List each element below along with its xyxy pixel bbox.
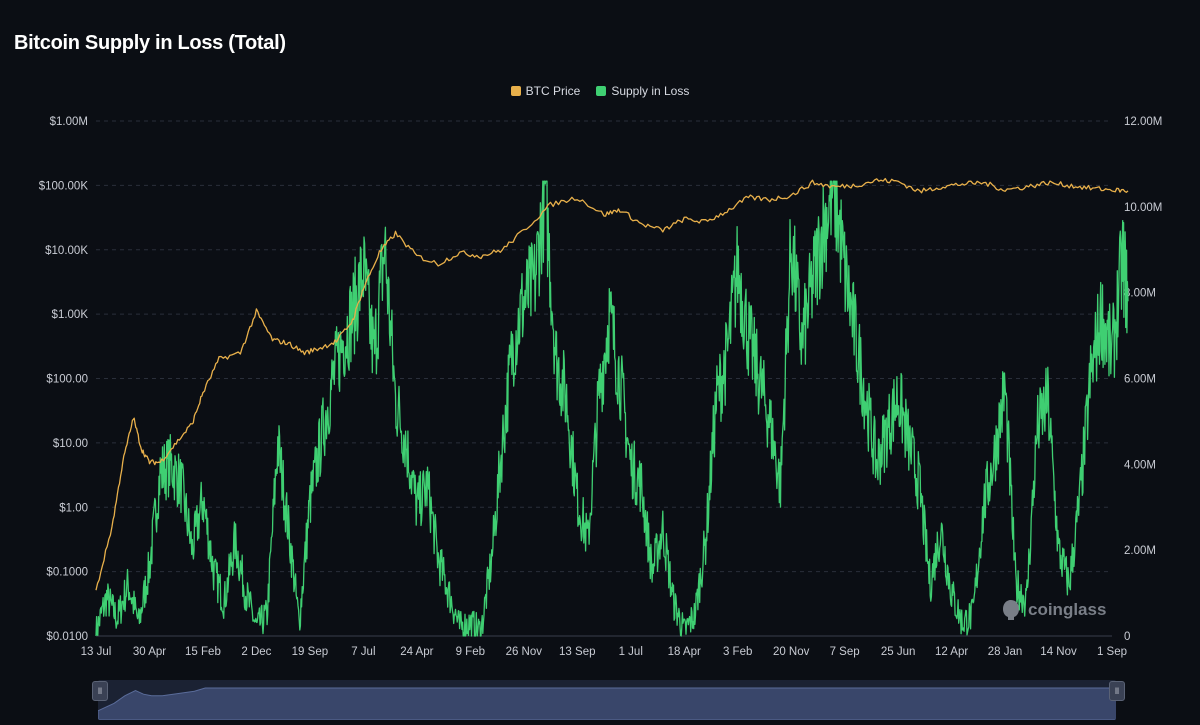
x-axis-tick-label: 12 Apr <box>935 646 968 658</box>
x-axis-tick-label: 14 Nov <box>1040 646 1077 658</box>
navigator-right-handle[interactable]: ll <box>1109 681 1125 701</box>
legend-item-btc-price[interactable]: BTC Price <box>510 84 581 98</box>
left-axis-tick-label: $100.00 <box>46 374 88 386</box>
right-axis-tick-label: 6.00M <box>1124 374 1156 386</box>
x-axis-tick-label: 15 Feb <box>185 646 221 658</box>
supply-in-loss-line <box>95 180 1129 637</box>
x-axis-ticks: 13 Jul 30 Apr 15 Feb 2 Dec 19 Sep 7 Jul 24 Apr… <box>81 646 1127 658</box>
legend-label-supply-in-loss: Supply in Loss <box>611 84 690 98</box>
left-axis-tick-label: $0.0100 <box>46 631 88 643</box>
x-axis-tick-label: 28 Jan <box>988 646 1023 658</box>
x-axis-tick-label: 18 Apr <box>668 646 701 658</box>
x-axis-tick-label: 13 Sep <box>559 646 595 658</box>
right-axis-tick-label: 2.00M <box>1124 545 1156 557</box>
x-axis-tick-label: 26 Nov <box>506 646 543 658</box>
left-axis-tick-label: $1.00M <box>50 116 88 128</box>
x-axis-tick-label: 7 Jul <box>351 646 375 658</box>
x-axis-tick-label: 9 Feb <box>456 646 485 658</box>
legend-swatch-supply-in-loss <box>596 86 607 96</box>
left-axis-ticks: $1.00M $100.00K $10.00K $1.00K $100.00 $10.00… <box>39 116 89 643</box>
right-axis-tick-label: 0 <box>1124 631 1130 643</box>
x-axis-tick-label: 19 Sep <box>292 646 328 658</box>
right-axis-tick-label: 12.00M <box>1124 116 1162 128</box>
x-axis-tick-label: 24 Apr <box>400 646 433 658</box>
x-axis-tick-label: 1 Jul <box>619 646 643 658</box>
right-axis-tick-label: 4.00M <box>1124 459 1156 471</box>
left-axis-tick-label: $10.00 <box>53 438 88 450</box>
navigator-preview <box>98 687 1116 720</box>
left-axis-tick-label: $100.00K <box>39 180 89 192</box>
x-axis-tick-label: 13 Jul <box>81 646 112 658</box>
btc-price-series <box>95 177 1129 591</box>
navigator-area <box>98 687 1116 720</box>
left-axis-tick-label: $10.00K <box>45 245 88 257</box>
coinglass-logo-icon <box>1003 600 1019 620</box>
right-axis-tick-label: 10.00M <box>1124 202 1162 214</box>
x-axis-tick-label: 1 Sep <box>1097 646 1127 658</box>
x-axis-tick-label: 3 Feb <box>723 646 752 658</box>
watermark: coinglass <box>1000 598 1106 622</box>
x-axis-tick-label: 25 Jun <box>881 646 916 658</box>
x-axis-tick-label: 7 Sep <box>830 646 860 658</box>
legend-label-btc-price: BTC Price <box>525 84 581 98</box>
x-axis-tick-label: 20 Nov <box>773 646 810 658</box>
navigator-left-handle[interactable]: ll <box>92 681 108 701</box>
legend: BTC Price Supply in Loss <box>0 84 1200 98</box>
x-axis-tick-label: 2 Dec <box>241 646 271 658</box>
left-axis-tick-label: $1.00K <box>52 309 89 321</box>
supply-in-loss-series <box>95 180 1129 637</box>
btc-price-line <box>95 177 1129 591</box>
watermark-text: coinglass <box>1028 600 1107 619</box>
right-axis-ticks: 12.00M 10.00M 8.00M 6.00M 4.00M 2.00M 0 <box>1124 116 1162 643</box>
left-axis-tick-label: $1.00 <box>59 502 88 514</box>
legend-swatch-btc-price <box>510 86 521 96</box>
chart-title: Bitcoin Supply in Loss (Total) <box>14 32 286 54</box>
left-axis-tick-label: $0.1000 <box>46 567 88 579</box>
range-navigator[interactable] <box>98 680 1116 720</box>
x-axis-tick-label: 30 Apr <box>133 646 166 658</box>
legend-item-supply-in-loss[interactable]: Supply in Loss <box>596 84 689 98</box>
right-axis-tick-label: 8.00M <box>1124 288 1156 300</box>
